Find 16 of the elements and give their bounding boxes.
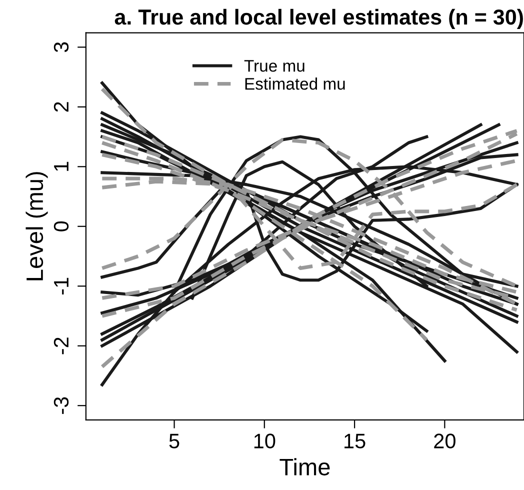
x-axis-title: Time <box>280 458 330 476</box>
y-tick-label: -1 <box>54 278 68 294</box>
y-tick-label: -3 <box>54 397 69 414</box>
legend-label: Estimated mu <box>245 78 345 90</box>
x-tick-label: 20 <box>434 434 456 448</box>
y-axis-title: Level (mu) <box>26 172 48 280</box>
x-tick-label: 5 <box>169 434 180 448</box>
x-tick-label: 10 <box>254 434 276 448</box>
y-tick-label: -2 <box>54 338 68 354</box>
y-tick-label: 3 <box>54 42 69 52</box>
y-tick-label: 0 <box>54 221 69 232</box>
y-tick-label: 2 <box>54 102 68 112</box>
chart-title: a. True and local level estimates (n = 30) <box>114 8 523 29</box>
legend-label: True mu <box>244 60 304 72</box>
x-tick-label: 15 <box>344 434 366 448</box>
y-tick-label: 1 <box>54 162 68 171</box>
